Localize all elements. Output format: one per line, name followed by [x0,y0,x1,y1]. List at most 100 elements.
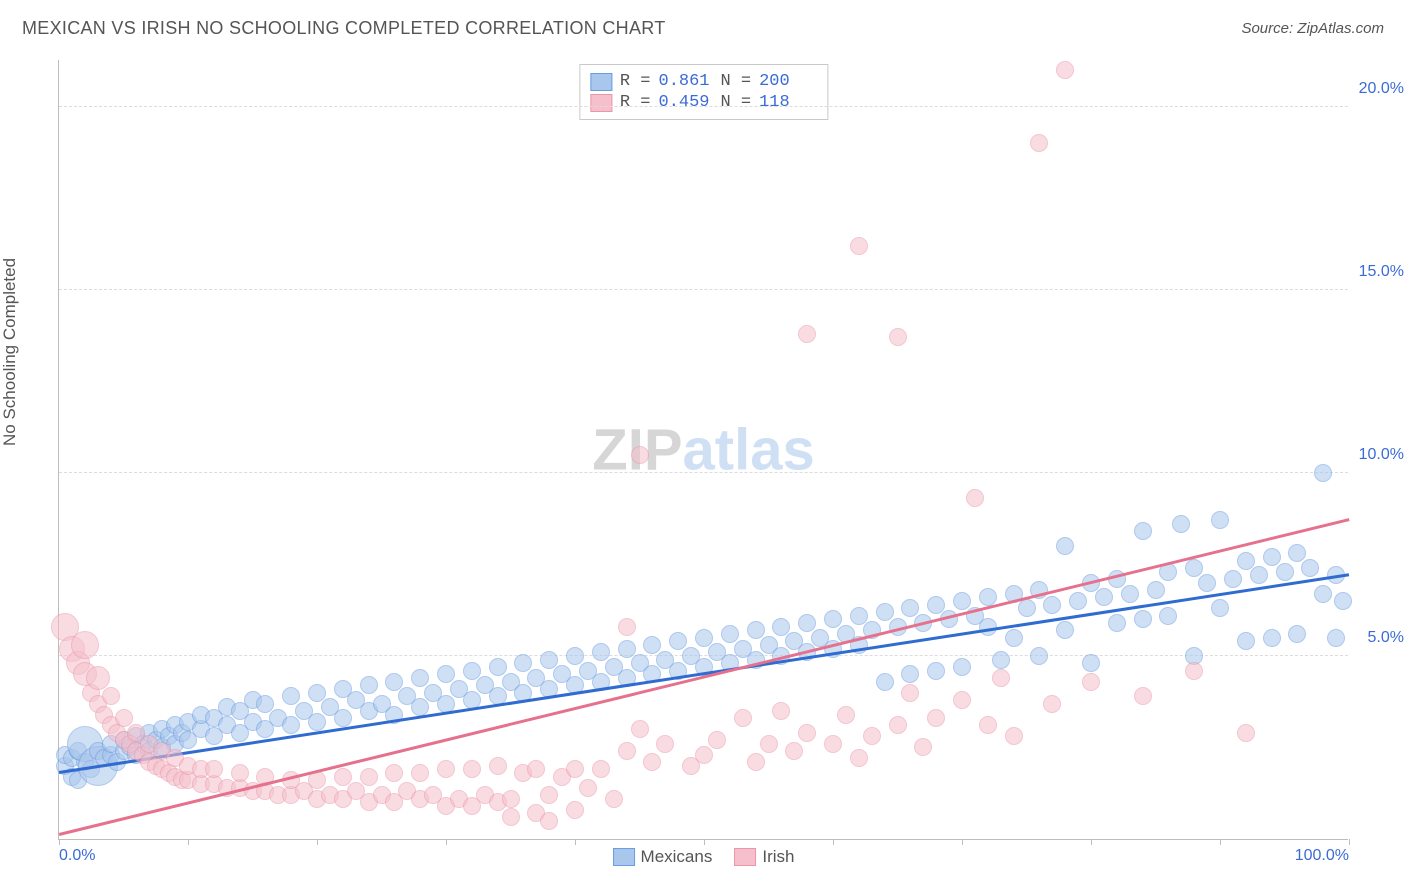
stat-r-irish: 0.459 [659,93,713,112]
scatter-marker [708,731,726,749]
scatter-marker [489,757,507,775]
scatter-marker [1069,592,1087,610]
scatter-marker [901,599,919,617]
scatter-marker [927,709,945,727]
scatter-marker [1159,607,1177,625]
scatter-marker [360,676,378,694]
x-tick [317,839,318,845]
scatter-marker [1147,581,1165,599]
grid-line [59,472,1348,473]
scatter-marker [1134,610,1152,628]
scatter-marker [1056,621,1074,639]
scatter-marker [1288,544,1306,562]
scatter-marker [772,702,790,720]
x-tick [59,839,60,845]
scatter-marker [618,618,636,636]
scatter-marker [889,716,907,734]
scatter-marker [540,812,558,830]
x-tick [833,839,834,845]
scatter-marker [411,698,429,716]
trend-line [59,518,1350,835]
scatter-marker [850,607,868,625]
scatter-marker [927,596,945,614]
scatter-marker [86,666,110,690]
chart-title: MEXICAN VS IRISH NO SCHOOLING COMPLETED … [22,18,666,39]
scatter-marker [1185,559,1203,577]
scatter-marker [824,610,842,628]
scatter-marker [760,735,778,753]
scatter-marker [489,658,507,676]
x-tick [1091,839,1092,845]
stats-row-mexicans: R = 0.861 N = 200 [590,71,813,92]
scatter-marker [1314,585,1332,603]
scatter-marker [1121,585,1139,603]
scatter-marker [308,684,326,702]
scatter-marker [540,651,558,669]
scatter-marker [863,727,881,745]
scatter-marker [411,764,429,782]
scatter-marker [1263,548,1281,566]
y-tick-label: 10.0% [1350,446,1404,464]
stat-r-label: R = [620,93,651,112]
chart-container: MEXICAN VS IRISH NO SCHOOLING COMPLETED … [0,0,1406,892]
scatter-marker [1005,727,1023,745]
scatter-marker [566,801,584,819]
scatter-marker [1030,647,1048,665]
scatter-marker [282,687,300,705]
scatter-marker [1056,61,1074,79]
scatter-marker [992,669,1010,687]
scatter-marker [966,489,984,507]
x-tick [575,839,576,845]
scatter-marker [695,746,713,764]
scatter-marker [463,662,481,680]
scatter-marker [721,625,739,643]
scatter-marker [1134,687,1152,705]
scatter-marker [1198,574,1216,592]
scatter-marker [901,665,919,683]
y-axis-label: No Schooling Completed [0,258,20,446]
scatter-marker [1095,588,1113,606]
scatter-marker [901,684,919,702]
scatter-marker [385,673,403,691]
scatter-marker [1327,629,1345,647]
source-label: Source: ZipAtlas.com [1241,20,1384,37]
y-tick-label: 15.0% [1350,263,1404,281]
scatter-marker [1237,724,1255,742]
scatter-marker [463,760,481,778]
x-tick-label: 100.0% [1295,847,1349,865]
grid-line [59,106,1348,107]
scatter-marker [1301,559,1319,577]
grid-line [59,289,1348,290]
scatter-marker [876,603,894,621]
scatter-marker [231,764,249,782]
stat-n-label: N = [721,93,752,112]
scatter-marker [734,709,752,727]
scatter-marker [631,446,649,464]
scatter-marker [1237,552,1255,570]
x-tick-label: 0.0% [59,847,95,865]
scatter-marker [927,662,945,680]
y-tick-label: 5.0% [1350,629,1404,647]
scatter-marker [953,691,971,709]
swatch-mexicans [590,73,612,91]
scatter-marker [889,328,907,346]
scatter-marker [747,621,765,639]
x-tick [188,839,189,845]
scatter-marker [798,724,816,742]
scatter-marker [824,735,842,753]
scatter-marker [71,631,99,659]
scatter-marker [592,760,610,778]
plot-area: ZIPatlas R = 0.861 N = 200 R = 0.459 N =… [58,60,1348,840]
scatter-marker [631,720,649,738]
scatter-marker [115,709,133,727]
scatter-marker [643,636,661,654]
scatter-marker [1237,632,1255,650]
scatter-marker [1043,695,1061,713]
scatter-marker [1108,614,1126,632]
scatter-marker [850,749,868,767]
watermark: ZIPatlas [592,416,814,483]
scatter-marker [772,618,790,636]
scatter-marker [502,808,520,826]
legend-item-irish: Irish [734,847,794,867]
scatter-marker [102,687,120,705]
